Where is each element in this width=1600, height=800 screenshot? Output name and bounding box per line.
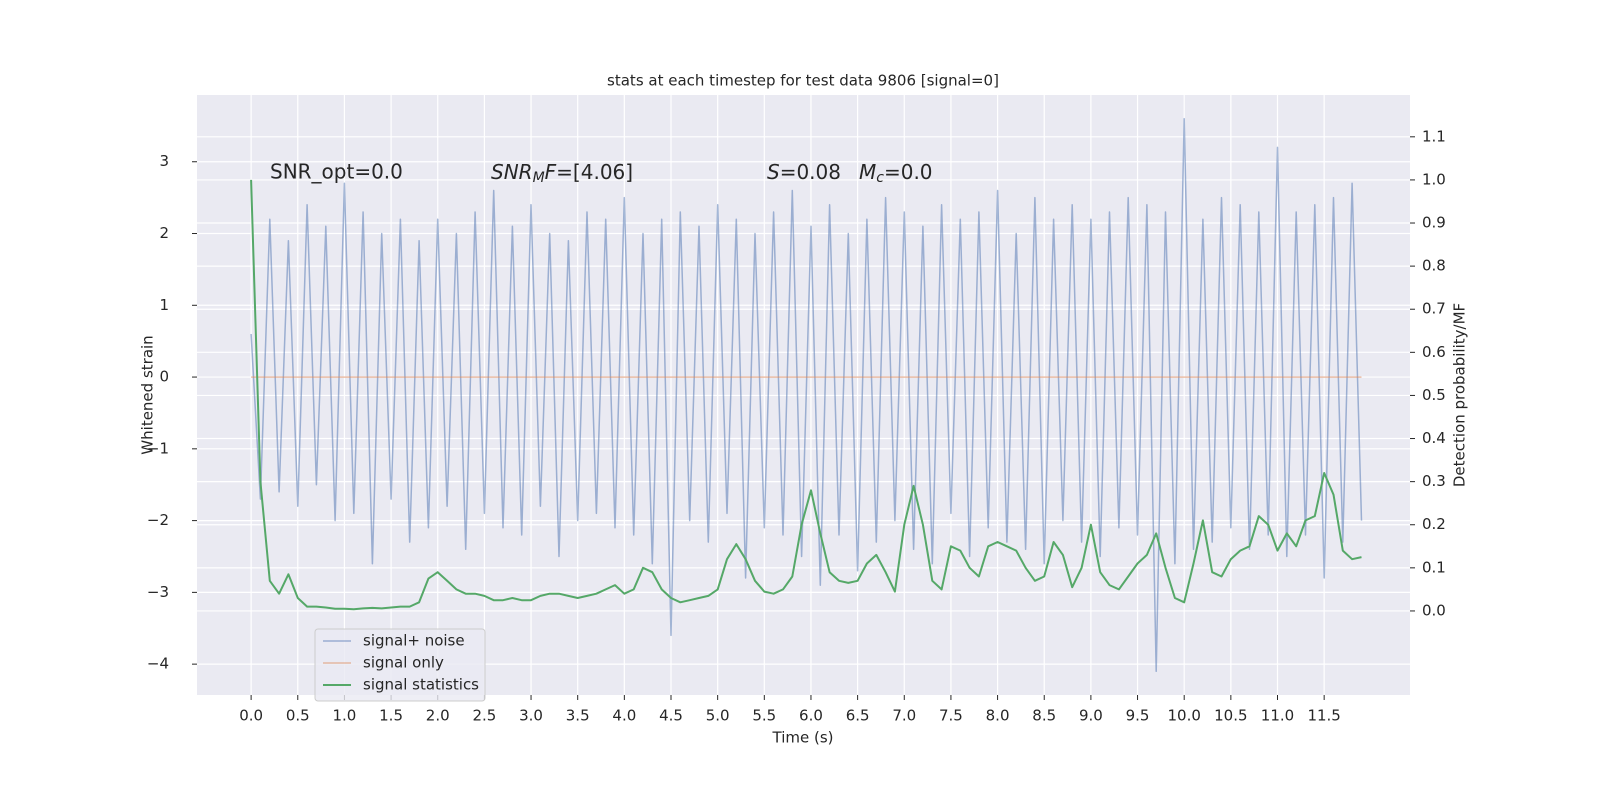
y-tick-label: 3 [159, 152, 169, 170]
legend-label: signal only [363, 654, 444, 672]
x-tick-label: 9.5 [1126, 707, 1150, 725]
chart-title: stats at each timestep for test data 980… [607, 72, 999, 90]
y-tick-label: −4 [147, 655, 169, 673]
x-tick-label: 3.0 [519, 707, 543, 725]
x-tick-label: 8.0 [986, 707, 1010, 725]
x-tick-label: 4.5 [659, 707, 683, 725]
annotation: SNR_opt=0.0 [270, 160, 403, 184]
y2-tick-label: 0.4 [1422, 429, 1446, 447]
x-tick-label: 4.0 [612, 707, 636, 725]
x-tick-label: 7.5 [939, 707, 963, 725]
y-tick-label: 1 [159, 296, 169, 314]
y2-tick-label: 1.0 [1422, 170, 1446, 188]
x-tick-label: 9.0 [1079, 707, 1103, 725]
y2-tick-label: 0.8 [1422, 257, 1446, 275]
y-tick-label: 2 [159, 224, 169, 242]
x-tick-label: 5.5 [752, 707, 776, 725]
x-tick-label: 10.5 [1214, 707, 1247, 725]
annotation: S=0.08 Mc=0.0 [767, 160, 933, 187]
x-tick-label: 7.0 [892, 707, 916, 725]
y2-tick-label: 0.9 [1422, 214, 1446, 232]
x-tick-label: 0.0 [239, 707, 263, 725]
x-tick-label: 8.5 [1032, 707, 1056, 725]
y-tick-label: −2 [147, 511, 169, 529]
x-tick-label: 5.0 [706, 707, 730, 725]
annotation: SNRMF=[4.06] [491, 160, 633, 187]
annotation-part: =0.08 [780, 160, 841, 184]
annotation-part: c [876, 170, 884, 186]
annotation-part: F [545, 160, 557, 184]
x-tick-label: 1.0 [332, 707, 356, 725]
series-line [250, 179, 1362, 611]
annotation-part: SNR [491, 160, 533, 184]
y2-tick-label: 0.5 [1422, 386, 1446, 404]
annotation-part: =0.0 [884, 160, 933, 184]
series-line [250, 117, 1363, 673]
y2-axis-label: Detection probability/MF [1451, 303, 1469, 487]
x-tick-label: 11.0 [1261, 707, 1294, 725]
x-tick-label: 6.0 [799, 707, 823, 725]
x-tick-label: 2.5 [472, 707, 496, 725]
y2-tick-label: 1.1 [1422, 127, 1446, 145]
annotation-part: S [767, 160, 780, 184]
x-tick-label: 3.5 [566, 707, 590, 725]
x-axis-label: Time (s) [772, 729, 834, 747]
annotation-part: M [533, 170, 545, 186]
y2-tick-label: 0.6 [1422, 343, 1446, 361]
y-axis-label: Whitened strain [139, 335, 157, 454]
y2-tick-label: 0.7 [1422, 300, 1446, 318]
legend-box [314, 628, 486, 702]
x-tick-label: 10.0 [1167, 707, 1200, 725]
legend-label: signal statistics [363, 676, 479, 694]
y-tick-label: −1 [147, 439, 169, 457]
y-tick-label: 0 [159, 368, 169, 386]
legend-label: signal+ noise [363, 632, 465, 650]
x-tick-label: 0.5 [286, 707, 310, 725]
y-tick-label: −3 [147, 583, 169, 601]
annotation-part: M [859, 160, 876, 184]
y2-tick-label: 0.0 [1422, 601, 1446, 619]
y2-tick-label: 0.1 [1422, 558, 1446, 576]
y2-tick-label: 0.2 [1422, 515, 1446, 533]
x-tick-label: 1.5 [379, 707, 403, 725]
x-tick-label: 2.0 [426, 707, 450, 725]
x-tick-label: 11.5 [1307, 707, 1340, 725]
x-tick-label: 6.5 [846, 707, 870, 725]
y2-tick-label: 0.3 [1422, 472, 1446, 490]
annotation-part: =[4.06] [556, 160, 633, 184]
